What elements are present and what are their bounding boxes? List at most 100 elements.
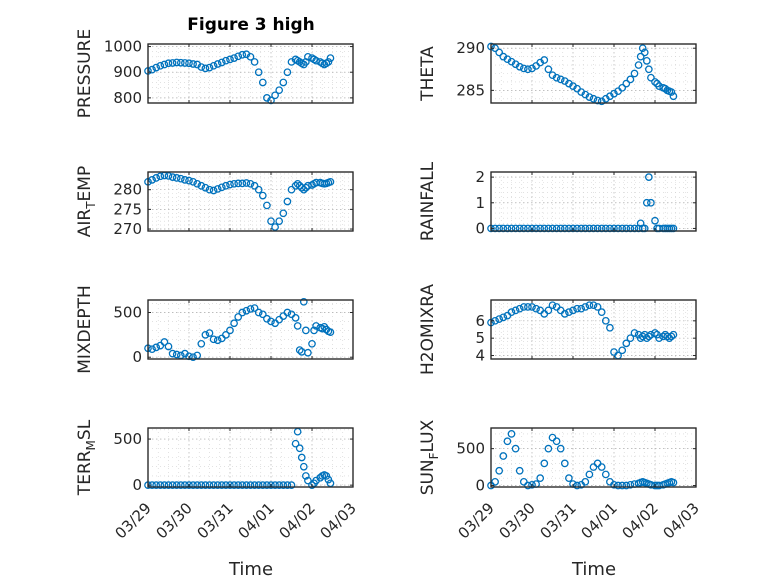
y-tick-label: 290 <box>456 39 485 57</box>
data-point <box>618 481 627 490</box>
data-point <box>312 322 320 330</box>
data-point <box>291 314 300 322</box>
data-point <box>304 348 312 357</box>
data-point <box>528 224 536 233</box>
data-point <box>242 179 251 187</box>
data-point <box>581 303 590 311</box>
data-point <box>622 339 631 348</box>
data-point <box>201 183 210 192</box>
data-point <box>160 60 169 69</box>
data-point <box>597 308 606 316</box>
data-point <box>552 73 561 82</box>
data-point <box>560 310 569 318</box>
y-tick-label: 270 <box>113 220 142 238</box>
data-point <box>556 224 565 233</box>
data-point <box>267 481 275 490</box>
data-point <box>581 224 590 233</box>
data-point <box>172 174 181 182</box>
data-point <box>193 179 202 188</box>
data-point <box>610 480 618 489</box>
data-point <box>193 481 202 490</box>
data-point <box>152 481 161 490</box>
data-point <box>287 185 296 194</box>
data-point <box>181 176 189 184</box>
data-point <box>295 346 304 354</box>
data-point <box>610 224 618 233</box>
data-point <box>573 304 581 313</box>
y-tick-label: 900 <box>113 63 142 81</box>
data-point <box>217 481 226 490</box>
data-point <box>630 224 639 233</box>
data-point <box>669 92 678 101</box>
data-point <box>511 444 520 453</box>
y-tick-label: 500 <box>113 430 142 448</box>
data-point <box>634 61 643 69</box>
data-point <box>205 329 214 337</box>
data-point <box>301 326 310 335</box>
subplot-1: 800 900 1000 PRESSURE <box>75 29 354 118</box>
data-point <box>267 96 275 105</box>
axes-frame <box>490 427 697 488</box>
x-tick-label: 04/01 <box>578 499 621 542</box>
x-tick-label: 04/03 <box>660 499 703 542</box>
data-point <box>601 470 610 479</box>
data-point <box>250 181 259 190</box>
data-point <box>246 179 255 188</box>
data-point <box>622 79 631 88</box>
data-point <box>263 201 271 210</box>
data-point <box>585 301 594 310</box>
data-point <box>515 224 524 233</box>
data-point <box>503 224 512 233</box>
data-point <box>655 82 663 90</box>
data-point <box>606 323 614 332</box>
data-point <box>213 336 222 345</box>
data-point <box>271 481 279 490</box>
data-point <box>511 306 520 315</box>
data-point <box>310 326 318 335</box>
data-point <box>230 54 238 62</box>
data-point <box>258 310 267 319</box>
data-point <box>552 224 561 233</box>
data-point <box>318 324 327 333</box>
data-point <box>189 481 197 490</box>
data-point <box>544 306 553 315</box>
data-point <box>642 198 651 207</box>
data-point <box>540 56 549 64</box>
subplot-5: 0 500 MIXDEPTH <box>75 285 354 374</box>
data-point <box>622 224 631 233</box>
data-point <box>283 481 292 490</box>
x-tick-label: 04/01 <box>235 499 278 542</box>
data-point <box>156 61 165 70</box>
data-point <box>597 463 606 471</box>
axes-border <box>147 43 354 104</box>
data-point <box>324 58 333 66</box>
axes-border <box>490 43 697 104</box>
y-axis-label: PRESSURE <box>75 29 95 118</box>
y-axis-label: THETA <box>418 46 438 102</box>
data-point <box>585 224 594 233</box>
data-point <box>515 304 524 313</box>
data-point <box>597 224 606 233</box>
data-point <box>283 308 292 317</box>
data-point <box>544 224 553 233</box>
y-tick-label: 5 <box>475 329 485 347</box>
data-point <box>254 308 263 317</box>
data-point <box>168 173 177 181</box>
x-tick-label: 03/31 <box>537 499 580 542</box>
data-point <box>226 180 234 189</box>
data-point <box>279 209 288 218</box>
data-point <box>644 332 653 341</box>
data-point <box>156 481 165 490</box>
data-point <box>626 224 635 233</box>
data-point <box>569 306 577 315</box>
data-point <box>226 55 234 64</box>
data-point <box>581 477 590 486</box>
data-point <box>589 301 598 310</box>
data-point <box>669 478 678 487</box>
data-point <box>164 342 173 351</box>
data-point <box>544 65 553 74</box>
